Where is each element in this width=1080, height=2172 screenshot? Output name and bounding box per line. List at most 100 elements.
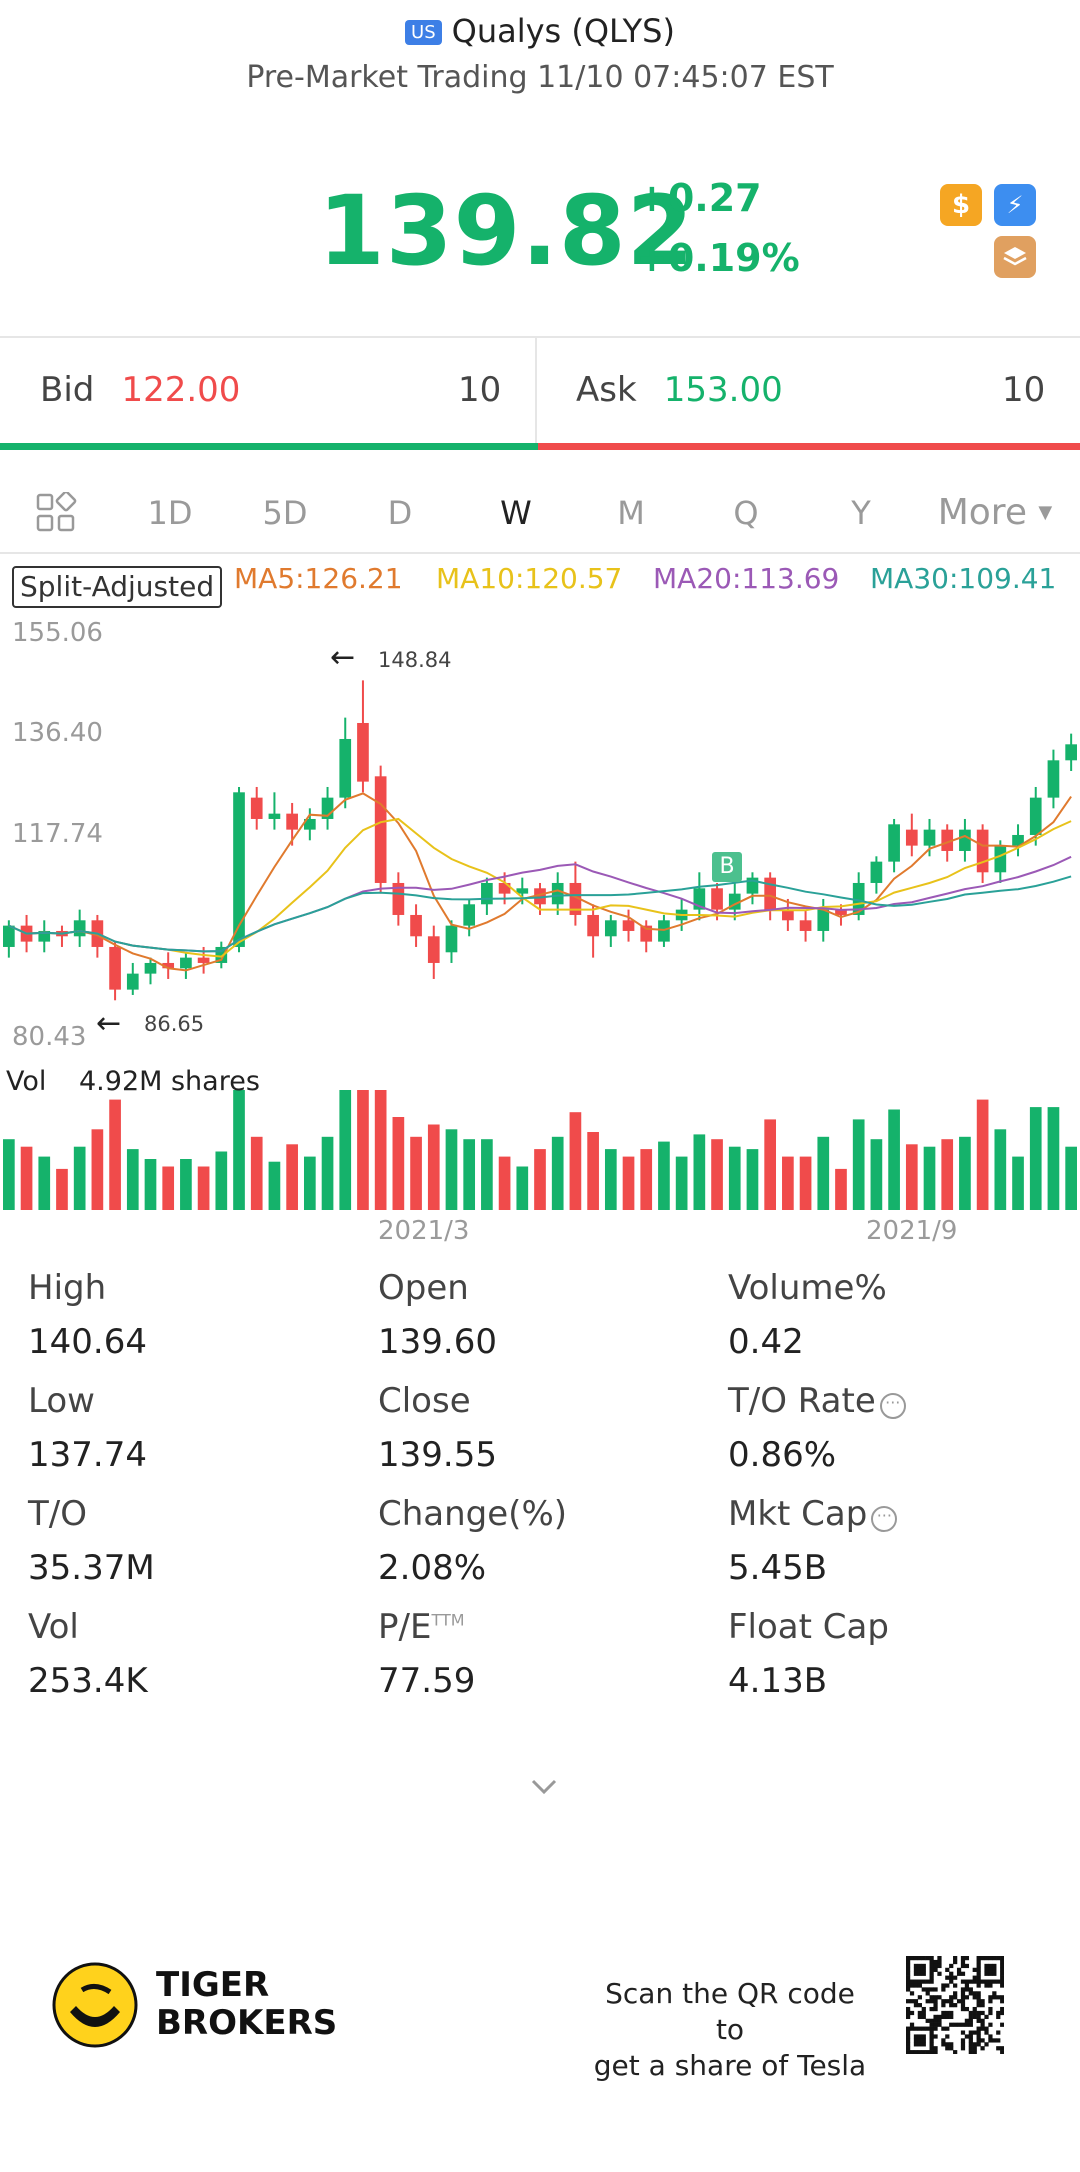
tab-d[interactable]: D (387, 494, 413, 532)
volume-bar (959, 1136, 971, 1210)
qr-module (968, 1979, 973, 1984)
qr-module (976, 1979, 981, 1984)
volume-bar (180, 1159, 192, 1210)
qr-module (984, 1967, 989, 1972)
chevron-down-icon[interactable] (530, 1778, 558, 1800)
qr-module (972, 2046, 977, 2051)
tab-w[interactable]: W (500, 494, 532, 532)
buy-signal-marker[interactable]: B (712, 852, 742, 882)
info-icon[interactable]: ··· (871, 1506, 898, 1532)
qr-module (949, 1979, 954, 1984)
volume-bar (250, 1136, 263, 1210)
price-change-percent: +0.19% (636, 236, 800, 280)
chart-layout-icon[interactable] (26, 470, 86, 556)
qr-module (972, 1979, 977, 1984)
tab-q[interactable]: Q (733, 494, 759, 532)
qr-module (988, 2038, 993, 2043)
stat-label: High (28, 1268, 147, 1308)
qr-module (1000, 1971, 1004, 1976)
qr-module (968, 2014, 973, 2020)
qr-module (929, 1963, 934, 1969)
qr-module (976, 1991, 981, 1996)
tab-more[interactable]: More ▼ (930, 470, 1060, 556)
volume-bar (728, 1146, 741, 1210)
qr-module (906, 1963, 911, 1969)
candle-body (268, 813, 281, 819)
qr-module (964, 1963, 970, 1969)
stat-label-text: Volume% (728, 1268, 887, 1308)
stock-name: Qualys (QLYS) (451, 12, 675, 50)
qr-module (941, 2026, 946, 2031)
stat-item[interactable]: T/O Rate ··· 0.86% (728, 1381, 906, 1475)
tab-m[interactable]: M (617, 494, 645, 532)
stat-label-text: T/O Rate (728, 1381, 876, 1421)
volume-bar (852, 1119, 865, 1210)
stat-label: Close (378, 1381, 497, 1421)
qr-module (1000, 1956, 1004, 1961)
layers-icon[interactable] (994, 236, 1036, 278)
volume-bar (498, 1156, 511, 1210)
qr-module (945, 1983, 950, 1988)
qr-module (929, 1959, 934, 1965)
qr-module (988, 1956, 993, 1961)
ask-panel[interactable]: Ask 153.00 (576, 370, 783, 410)
qr-module (913, 1956, 919, 1961)
qr-module (960, 1971, 966, 1976)
dollar-icon[interactable]: $ (940, 184, 982, 226)
qr-module (953, 1956, 958, 1961)
stat-label: Change(%) (378, 1494, 567, 1534)
qr-module (933, 1999, 938, 2004)
stat-item[interactable]: Mkt Cap ··· 5.45B (728, 1494, 898, 1588)
lightning-icon[interactable]: ⚡ (994, 184, 1036, 226)
tab-1d[interactable]: 1D (147, 494, 193, 532)
stat-label: Float Cap (728, 1607, 889, 1647)
qr-module (972, 1967, 977, 1972)
tab-5d[interactable]: 5D (262, 494, 308, 532)
stat-item: Close 139.55 (378, 1381, 497, 1475)
candle-body (498, 882, 511, 894)
qr-module (976, 1963, 981, 1969)
qr-module (933, 2034, 938, 2039)
price-change: +0.27 (636, 176, 762, 220)
qr-module (992, 1967, 997, 1972)
qr-module (913, 1983, 919, 1988)
volume-bar (622, 1156, 635, 1210)
stat-label-text: Close (378, 1381, 471, 1421)
qr-module (913, 2042, 919, 2047)
qr-module (980, 1956, 985, 1961)
volume-bar (941, 1139, 954, 1210)
qr-module (1000, 2006, 1004, 2012)
stat-value: 0.42 (728, 1322, 804, 1362)
qr-module (929, 1956, 934, 1961)
qr-module (976, 1995, 981, 2000)
qr-module (960, 1963, 966, 1969)
qr-module (925, 1979, 930, 1984)
qr-module (945, 2034, 950, 2039)
volume-bar (1029, 1107, 1042, 1210)
split-adjusted-toggle[interactable]: Split-Adjusted (12, 566, 223, 608)
candle-body (905, 829, 918, 846)
bid-panel[interactable]: Bid 122.00 (40, 370, 240, 410)
qr-module (925, 1956, 930, 1961)
volume-bar (764, 1119, 777, 1210)
qr-module (960, 1995, 966, 2000)
stat-label-text: Vol (28, 1607, 79, 1647)
tab-y[interactable]: Y (851, 494, 871, 532)
qr-module (964, 1956, 970, 1961)
qr-module (906, 2014, 911, 2020)
candle-body (976, 829, 989, 873)
qr-module (1000, 2022, 1004, 2027)
volume-bar (658, 1141, 670, 1210)
qr-module (964, 2034, 970, 2039)
qr-module (996, 2030, 1001, 2035)
qr-module (909, 1999, 915, 2004)
qr-module (1000, 2046, 1004, 2051)
qr-module (937, 1971, 942, 1976)
qr-module (921, 2014, 926, 2020)
stat-label: Low (28, 1381, 147, 1421)
qr-module (929, 2022, 934, 2027)
candlestick-chart[interactable] (0, 610, 1080, 1250)
qr-module (968, 2018, 973, 2023)
info-icon[interactable]: ··· (879, 1393, 906, 1419)
qr-module (968, 2046, 973, 2051)
